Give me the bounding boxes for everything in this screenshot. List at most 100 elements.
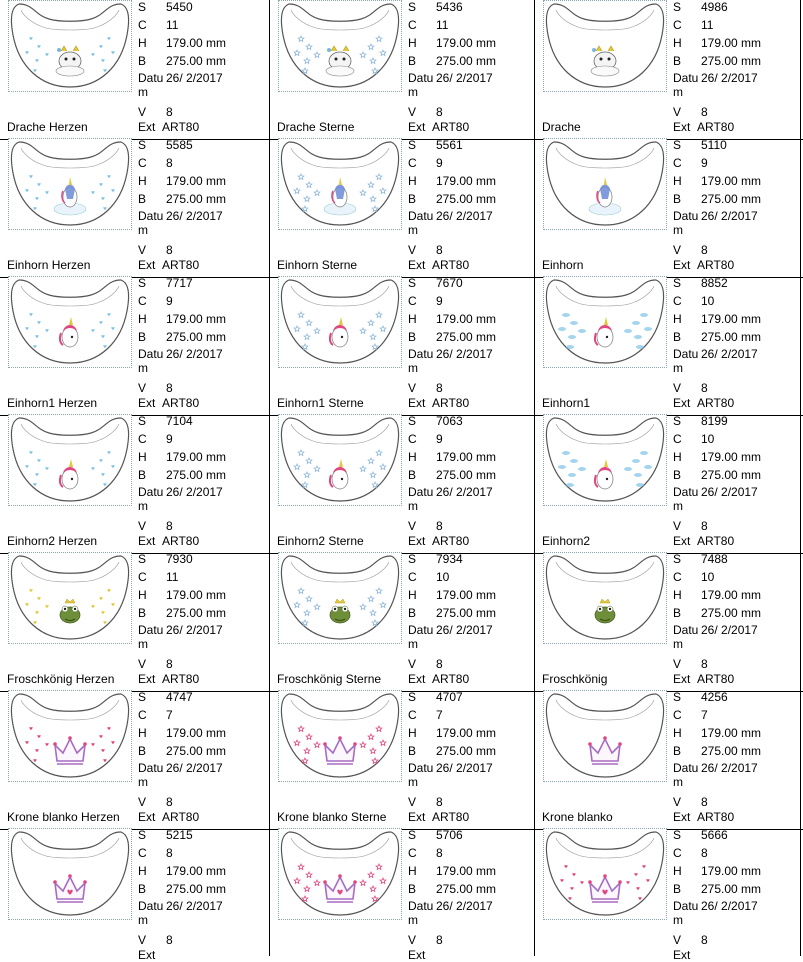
- version-value: 8: [166, 657, 173, 671]
- design-thumbnail[interactable]: [278, 138, 402, 230]
- date-label: Datu: [408, 485, 434, 499]
- height-label: H: [138, 174, 147, 188]
- ext-value: ART80: [162, 672, 200, 686]
- height-value: 179.00 mm: [701, 450, 762, 464]
- color-label: C: [138, 708, 147, 722]
- date-label-continued: m: [138, 223, 148, 237]
- design-card[interactable]: Krone blanko Sterne S 4707 C 7 H 179.00 mm B 275…: [270, 686, 536, 824]
- design-thumbnail[interactable]: [278, 690, 402, 782]
- star-icon: [371, 66, 379, 75]
- design-thumbnail[interactable]: [543, 0, 667, 92]
- design-thumbnail[interactable]: [543, 552, 667, 644]
- design-card[interactable]: Einhorn Herzen S 5585 C 8 H 179.00 mm B 275.00 m…: [0, 134, 266, 272]
- star-icon: [379, 876, 387, 885]
- heart-icon: [29, 313, 33, 317]
- design-card[interactable]: Drache S 4986 C 11 H 179.00 mm B 275.00 mm Datu 26…: [535, 0, 801, 134]
- heart-icon: [35, 59, 39, 63]
- bib-preview-icon: [280, 417, 400, 502]
- version-value: 8: [166, 381, 173, 395]
- ext-value: ART80: [162, 120, 200, 134]
- width-value: 275.00 mm: [166, 54, 227, 68]
- design-card[interactable]: Krone blanko Herzen S 4747 C 7 H 179.00 mm B 275…: [0, 686, 266, 824]
- color-label: C: [408, 570, 417, 584]
- design-card[interactable]: Einhorn S 5110 C 9 H 179.00 mm B 275.00 mm Datu 26…: [535, 134, 801, 272]
- star-icon: [313, 464, 321, 473]
- version-value: 8: [701, 933, 708, 947]
- design-thumbnail[interactable]: [8, 138, 132, 230]
- design-name: Einhorn2 Herzen: [7, 534, 98, 548]
- cloud-icon: [562, 313, 570, 317]
- design-card[interactable]: Einhorn2 Sterne S 7063 C 9 H 179.00 mm B 275.00 …: [270, 410, 536, 548]
- stitch-count: 5706: [436, 828, 463, 842]
- heart-icon: [564, 865, 568, 869]
- heart-icon: [25, 465, 29, 469]
- design-thumbnail[interactable]: [543, 690, 667, 782]
- design-thumbnail[interactable]: [543, 138, 667, 230]
- design-thumbnail[interactable]: [278, 276, 402, 368]
- color-count: 10: [701, 432, 715, 446]
- star-icon: [367, 594, 375, 603]
- design-thumbnail[interactable]: [8, 0, 132, 92]
- heart-icon: [111, 327, 115, 331]
- design-thumbnail[interactable]: [278, 828, 402, 920]
- stitch-label: S: [673, 552, 682, 566]
- design-thumbnail[interactable]: [8, 414, 132, 506]
- date-value: 26/ 2/2017: [701, 71, 758, 85]
- design-thumbnail[interactable]: [8, 828, 132, 920]
- heart-icon: [35, 335, 39, 339]
- heart-icon: [103, 207, 107, 211]
- design-thumbnail[interactable]: [8, 690, 132, 782]
- date-label-continued: m: [408, 913, 418, 927]
- design-card[interactable]: Einhorn1 S 8852 C 10 H 179.00 mm B 275.00 mm Datu…: [535, 272, 801, 410]
- design-card[interactable]: Einhorn2 Herzen S 7104 C 9 H 179.00 mm B 275.00 …: [0, 410, 266, 548]
- color-count: 10: [436, 570, 450, 584]
- color-label: C: [138, 846, 147, 860]
- color-count: 9: [166, 432, 173, 446]
- date-label-continued: m: [408, 499, 418, 513]
- heart-icon: [570, 887, 574, 891]
- column-divider: [269, 0, 270, 956]
- heart-icon: [111, 603, 115, 607]
- stitch-count: 4986: [701, 0, 728, 14]
- design-thumbnail[interactable]: [8, 276, 132, 368]
- width-value: 275.00 mm: [701, 606, 762, 620]
- star-icon: [293, 600, 301, 609]
- design-card[interactable]: Drache Sterne S 5436 C 11 H 179.00 mm B 275.00 m…: [270, 0, 536, 134]
- design-thumbnail[interactable]: [543, 828, 667, 920]
- design-card[interactable]: Drache Herzen S 5450 C 11 H 179.00 mm B 275.00 m…: [0, 0, 266, 134]
- design-card[interactable]: Einhorn Sterne S 5561 C 9 H 179.00 mm B 275.00 m…: [270, 134, 536, 272]
- design-card[interactable]: Froschkönig Herzen S 7930 C 11 H 179.00 mm B 275…: [0, 548, 266, 686]
- design-card[interactable]: S 5706 C 8 H 179.00 mm B 275.00 mm Datu 26/ 2/201…: [270, 824, 536, 962]
- star-icon: [313, 602, 321, 611]
- design-thumbnail[interactable]: [278, 0, 402, 92]
- design-card[interactable]: S 5666 C 8 H 179.00 mm B 275.00 mm Datu 26/ 2/201…: [535, 824, 801, 962]
- crown-motif-icon: [323, 736, 357, 765]
- design-card[interactable]: Froschkönig Sterne S 7934 C 10 H 179.00 mm B 275…: [270, 548, 536, 686]
- version-label: V: [408, 105, 417, 119]
- design-name: Froschkönig Sterne: [277, 672, 382, 686]
- design-card[interactable]: Froschkönig S 7488 C 10 H 179.00 mm B 275.00 mm D…: [535, 548, 801, 686]
- design-card[interactable]: S 5215 C 8 H 179.00 mm B 275.00 mm Datu 26/ 2/201…: [0, 824, 266, 962]
- star-icon: [379, 600, 387, 609]
- design-thumbnail[interactable]: [543, 276, 667, 368]
- design-card[interactable]: Einhorn1 Sterne S 7670 C 9 H 179.00 mm B 275.00 …: [270, 272, 536, 410]
- design-thumbnail[interactable]: [278, 414, 402, 506]
- cloud-icon: [568, 473, 576, 477]
- stitch-count: 7717: [166, 276, 193, 290]
- design-thumbnail[interactable]: [543, 414, 667, 506]
- date-value: 26/ 2/2017: [436, 71, 493, 85]
- star-icon: [371, 894, 379, 903]
- stitch-label: S: [673, 276, 682, 290]
- frog-king-motif-icon: [329, 598, 351, 624]
- color-label: C: [138, 432, 147, 446]
- design-card[interactable]: Krone blanko S 4256 C 7 H 179.00 mm B 275.00 mm D…: [535, 686, 801, 824]
- cloud-icon: [624, 329, 632, 333]
- heart-icon: [91, 605, 95, 609]
- design-thumbnail[interactable]: [8, 552, 132, 644]
- star-icon: [379, 324, 387, 333]
- star-icon: [297, 34, 305, 43]
- design-thumbnail[interactable]: [278, 552, 402, 644]
- design-card[interactable]: Einhorn1 Herzen S 7717 C 9 H 179.00 mm B 275.00 …: [0, 272, 266, 410]
- design-card[interactable]: Einhorn2 S 8199 C 10 H 179.00 mm B 275.00 mm Datu…: [535, 410, 801, 548]
- star-icon: [379, 738, 387, 747]
